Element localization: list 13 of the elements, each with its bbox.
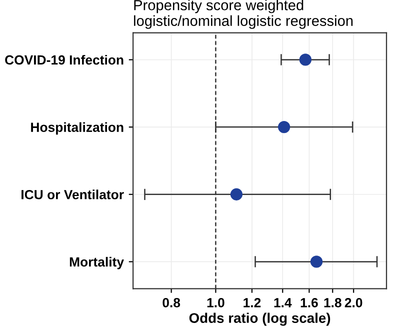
x-axis-title: Odds ratio (log scale) <box>189 312 330 326</box>
x-tick-label: 2.0 <box>344 298 362 308</box>
y-tick-label: Hospitalization <box>31 122 124 135</box>
x-tick-label: 0.8 <box>162 298 180 308</box>
chart-title: Propensity score weighted logistic/nominal logistic regression <box>134 0 353 29</box>
x-tick-label: 1.6 <box>300 298 318 308</box>
x-tick-label: 1.0 <box>207 298 224 308</box>
x-tick-label: 1.8 <box>324 298 342 308</box>
y-tick-label: ICU or Ventilator <box>22 190 124 200</box>
y-tick-label: COVID-19 Infection <box>5 54 124 65</box>
x-tick-label: 1.2 <box>244 298 261 308</box>
x-tick-label: 1.4 <box>274 298 292 308</box>
y-tick-label: Mortality <box>70 256 124 270</box>
